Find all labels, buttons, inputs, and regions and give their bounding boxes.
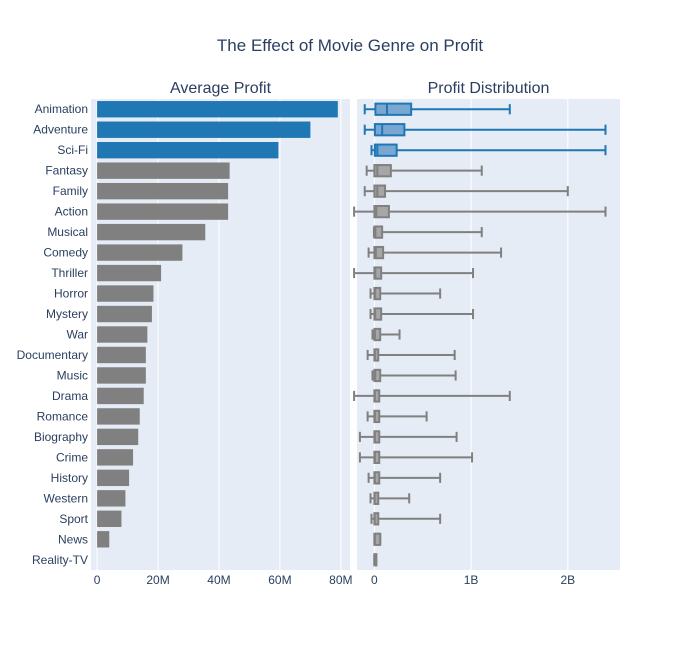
category-label-documentary: Documentary <box>17 348 88 362</box>
box-mystery <box>369 307 475 321</box>
bar-music <box>97 367 146 384</box>
bar-x-tick-label: 80M <box>329 573 352 587</box>
box-iqr <box>374 102 413 116</box>
box-reality-tv <box>373 553 378 567</box>
category-label-sci-fi: Sci-Fi <box>57 143 88 157</box>
bar-fantasy <box>97 162 230 179</box>
box-crime <box>358 450 474 465</box>
bar-x-tick-label: 0 <box>94 573 101 587</box>
bar-western <box>97 490 126 507</box>
box-musical <box>372 225 483 239</box>
bar-documentary <box>97 346 146 364</box>
box-romance <box>366 409 428 424</box>
box-sport <box>370 512 442 526</box>
category-label-mystery: Mystery <box>46 307 88 321</box>
bar-x-tick-label: 20M <box>146 573 169 587</box>
box-drama <box>353 389 511 403</box>
box-horror <box>369 286 442 301</box>
category-label-musical: Musical <box>47 225 88 239</box>
box-war <box>371 327 401 342</box>
bar-biography <box>97 428 139 446</box>
box-adventure <box>363 123 607 137</box>
panel-title-profit-distribution: Profit Distribution <box>428 80 550 97</box>
category-label-comedy: Comedy <box>43 246 88 260</box>
panel-title-average-profit: Average Profit <box>170 80 272 97</box>
box-x-tick-label: 1B <box>464 573 479 587</box>
box-x-tick-label: 0 <box>371 573 378 587</box>
box-action <box>353 204 607 219</box>
category-label-news: News <box>58 532 88 546</box>
category-label-music: Music <box>57 368 88 382</box>
bar-crime <box>97 449 134 466</box>
box-family <box>363 184 569 198</box>
box-iqr <box>373 143 398 157</box>
bar-sport <box>97 510 122 527</box>
bar-news <box>97 531 110 548</box>
box-sci-fi <box>370 143 607 157</box>
box-iqr <box>373 184 387 198</box>
box-iqr <box>373 123 406 137</box>
category-label-drama: Drama <box>52 389 88 403</box>
bar-war <box>97 326 148 343</box>
box-iqr <box>373 245 385 260</box>
box-documentary <box>366 348 456 362</box>
category-label-biography: Biography <box>34 430 88 444</box>
category-label-adventure: Adventure <box>33 123 88 137</box>
bar-family <box>97 182 229 200</box>
category-label-history: History <box>51 471 88 485</box>
bar-romance <box>97 408 140 425</box>
category-label-sport: Sport <box>59 512 88 526</box>
bar-drama <box>97 387 144 405</box>
bar-thriller <box>97 264 162 282</box>
category-label-family: Family <box>53 184 88 198</box>
category-label-action: Action <box>55 205 88 219</box>
category-label-thriller: Thriller <box>51 266 88 280</box>
bar-animation <box>97 101 338 118</box>
category-label-crime: Crime <box>56 450 88 464</box>
bar-sci-fi <box>97 142 279 159</box>
bar-history <box>97 469 130 487</box>
box-animation <box>363 102 511 116</box>
chart-title: The Effect of Movie Genre on Profit <box>217 36 483 55</box>
box-thriller <box>353 266 475 280</box>
bar-mystery <box>97 305 152 323</box>
category-label-romance: Romance <box>37 409 89 423</box>
box-music <box>371 368 457 383</box>
box-fantasy <box>365 164 483 178</box>
box-x-tick-label: 2B <box>560 573 575 587</box>
bar-x-tick-label: 60M <box>268 573 291 587</box>
box-western <box>369 491 411 505</box>
box-biography <box>358 430 458 444</box>
bar-action <box>97 203 229 220</box>
category-label-war: War <box>66 328 88 342</box>
bar-adventure <box>97 121 311 138</box>
box-history <box>367 471 442 485</box>
bar-comedy <box>97 244 183 261</box>
box-iqr <box>373 164 392 178</box>
bar-musical <box>97 223 206 241</box>
category-label-reality-tv: Reality-TV <box>32 553 88 567</box>
category-label-horror: Horror <box>54 287 88 301</box>
category-label-western: Western <box>44 491 88 505</box>
bar-x-tick-label: 40M <box>207 573 230 587</box>
box-comedy <box>367 245 503 260</box>
category-label-animation: Animation <box>35 102 88 116</box>
bar-horror <box>97 285 154 302</box>
box-iqr <box>373 204 390 219</box>
box-news <box>373 532 382 546</box>
box-plot-background <box>357 99 620 570</box>
category-label-fantasy: Fantasy <box>45 164 88 178</box>
